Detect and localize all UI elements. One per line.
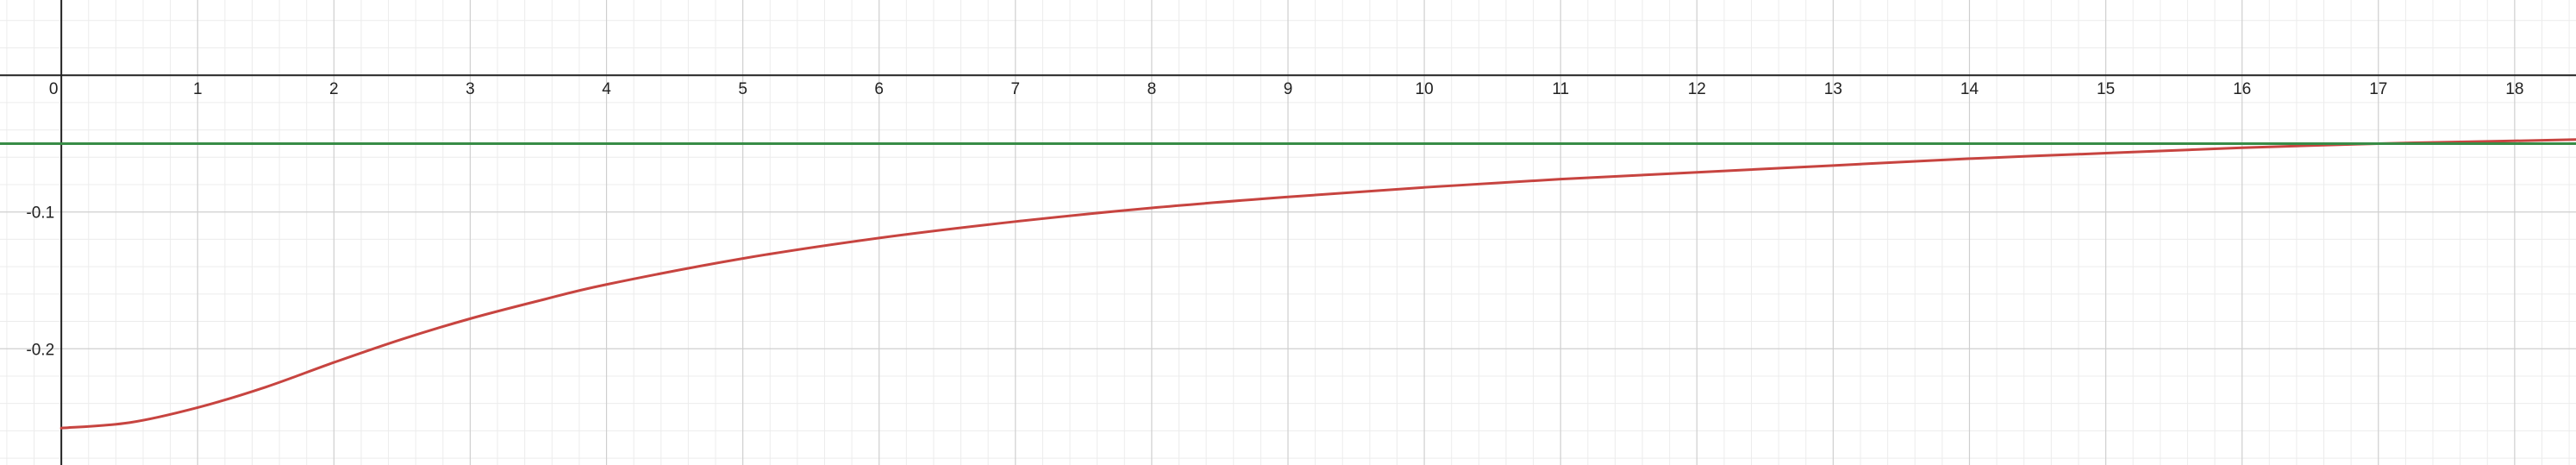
x-tick-label: 13: [1824, 80, 1842, 98]
x-tick-label: 18: [2505, 80, 2523, 98]
x-tick-label: 1: [193, 80, 203, 98]
series-1-line[interactable]: [59, 138, 2576, 430]
x-tick-label: 15: [2097, 80, 2115, 98]
x-tick-label: 0: [49, 80, 59, 98]
x-tick-label: 2: [329, 80, 339, 98]
x-tick-label: 14: [1960, 80, 1979, 98]
x-tick-label: 7: [1011, 80, 1021, 98]
x-tick-label: 5: [738, 80, 747, 98]
x-tick-label: 9: [1284, 80, 1293, 98]
series-group: [0, 138, 2576, 430]
x-tick-label: 12: [1688, 80, 1706, 98]
x-tick-label: 6: [874, 80, 884, 98]
x-tick-label: 3: [466, 80, 475, 98]
x-tick-label: 4: [602, 80, 611, 98]
x-tick-label: 8: [1147, 80, 1157, 98]
y-tick-label: -0.2: [26, 341, 54, 359]
x-tick-label: 11: [1552, 80, 1569, 98]
x-tick-label: 10: [1416, 80, 1434, 98]
x-tick-label: 16: [2233, 80, 2251, 98]
tick-labels: 0 1 2 3 4 5 6 7 8 9 10 11 12 13 14 15 16 17 18-0.1-0.2: [26, 80, 2523, 359]
x-tick-label: 17: [2369, 80, 2387, 98]
y-tick-label: -0.1: [26, 204, 54, 223]
